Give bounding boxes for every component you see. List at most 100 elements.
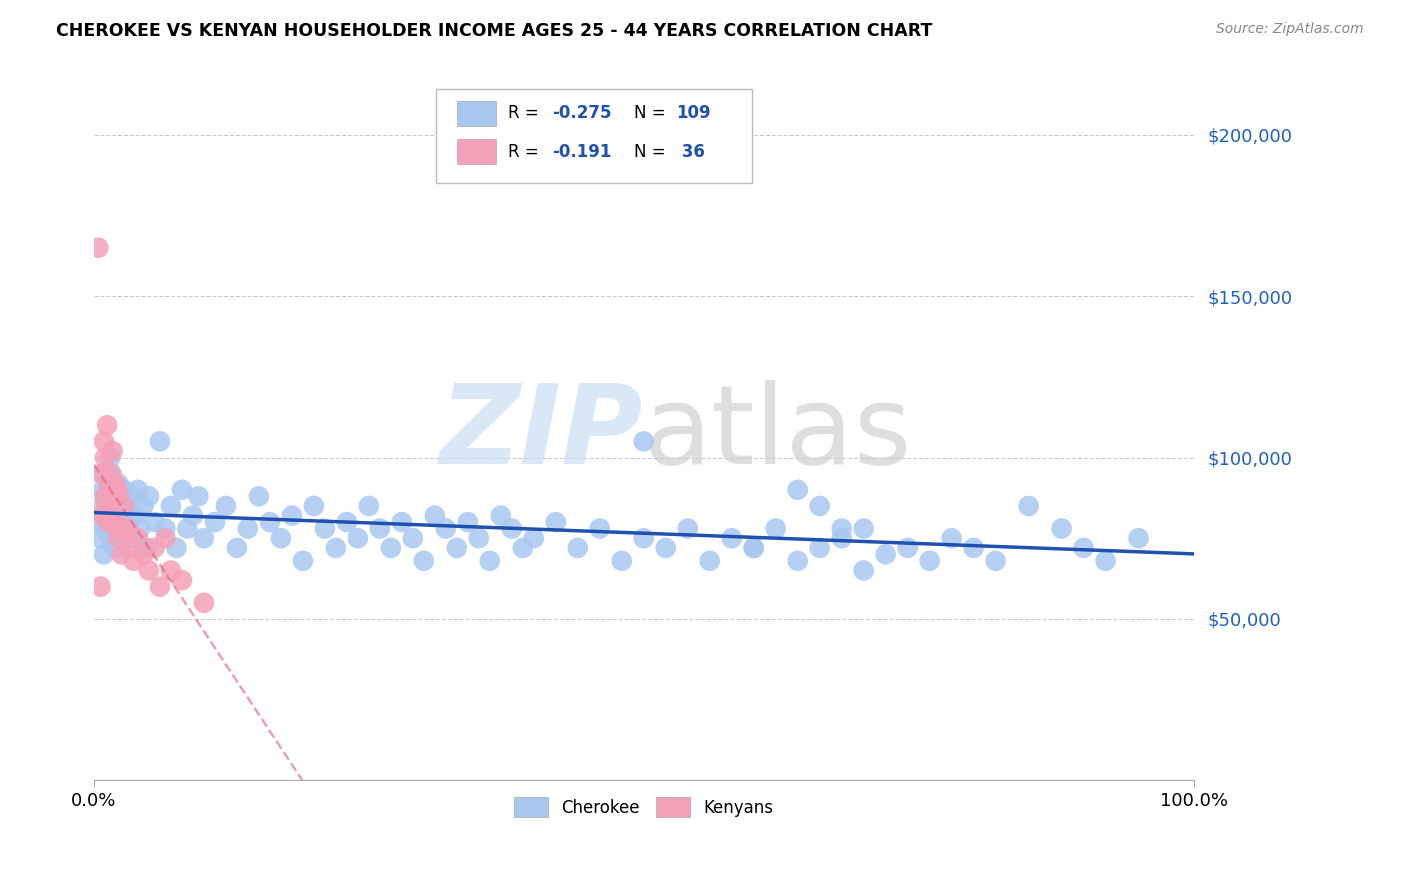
Point: [1050, 522, 1073, 536]
Point: [100, 515, 122, 529]
Point: [155, 522, 177, 536]
Point: [103, 489, 125, 503]
Point: [610, 554, 633, 568]
Point: [104, 515, 127, 529]
Text: R =: R =: [508, 143, 548, 161]
Point: [391, 515, 413, 529]
Point: [336, 515, 359, 529]
Point: [103, 489, 125, 503]
Point: [127, 483, 149, 497]
Text: ZIP: ZIP: [440, 380, 644, 487]
Point: [149, 434, 172, 449]
Point: [808, 499, 831, 513]
Point: [129, 522, 152, 536]
Point: [567, 541, 589, 555]
Point: [94, 450, 117, 465]
Point: [897, 541, 920, 555]
Point: [96, 418, 118, 433]
Point: [187, 489, 209, 503]
Point: [101, 444, 124, 458]
Point: [90, 467, 112, 481]
Point: [786, 554, 808, 568]
Point: [676, 522, 699, 536]
Point: [94, 499, 117, 513]
Point: [98, 528, 121, 542]
Point: [380, 541, 402, 555]
Point: [181, 508, 204, 523]
Point: [314, 522, 336, 536]
Point: [302, 499, 325, 513]
Point: [105, 483, 128, 497]
Point: [831, 531, 853, 545]
Point: [489, 508, 512, 523]
Point: [633, 434, 655, 449]
Point: [90, 499, 112, 513]
Point: [101, 515, 124, 529]
Point: [132, 499, 155, 513]
Point: [108, 489, 131, 503]
Point: [100, 467, 122, 481]
Point: [120, 541, 142, 555]
Point: [120, 489, 142, 503]
Point: [94, 467, 117, 481]
Point: [259, 515, 281, 529]
Point: [111, 508, 134, 523]
Point: [110, 522, 132, 536]
Point: [110, 547, 132, 561]
Point: [170, 483, 193, 497]
Point: [122, 531, 145, 545]
Text: -0.275: -0.275: [553, 104, 612, 122]
Point: [852, 564, 875, 578]
Point: [107, 531, 129, 545]
Point: [402, 531, 425, 545]
Text: CHEROKEE VS KENYAN HOUSEHOLDER INCOME AGES 25 - 44 YEARS CORRELATION CHART: CHEROKEE VS KENYAN HOUSEHOLDER INCOME AG…: [56, 22, 932, 40]
Text: 36: 36: [676, 143, 706, 161]
Point: [104, 483, 127, 497]
Point: [143, 515, 166, 529]
Point: [138, 489, 160, 503]
Point: [98, 476, 121, 491]
Point: [523, 531, 546, 545]
Point: [786, 483, 808, 497]
Point: [138, 564, 160, 578]
Point: [720, 531, 742, 545]
Point: [165, 541, 187, 555]
Point: [204, 515, 226, 529]
Text: 109: 109: [676, 104, 711, 122]
Point: [100, 499, 122, 513]
Point: [918, 554, 941, 568]
Text: N =: N =: [634, 143, 671, 161]
Text: -0.191: -0.191: [553, 143, 612, 161]
Point: [89, 580, 111, 594]
Point: [125, 508, 148, 523]
Point: [434, 522, 457, 536]
Point: [468, 531, 491, 545]
Point: [160, 499, 183, 513]
Point: [1073, 541, 1095, 555]
Point: [699, 554, 721, 568]
Point: [115, 522, 138, 536]
Point: [170, 573, 193, 587]
Point: [87, 241, 110, 255]
Point: [118, 515, 141, 529]
Point: [108, 515, 131, 529]
Text: N =: N =: [634, 104, 671, 122]
Point: [91, 483, 114, 497]
Point: [107, 476, 129, 491]
Point: [97, 476, 120, 491]
Point: [155, 531, 177, 545]
Point: [368, 522, 391, 536]
Point: [412, 554, 434, 568]
Point: [742, 541, 765, 555]
Point: [270, 531, 292, 545]
Point: [122, 554, 145, 568]
Point: [94, 522, 117, 536]
Point: [1128, 531, 1150, 545]
Point: [89, 531, 111, 545]
Point: [93, 434, 115, 449]
Point: [104, 522, 127, 536]
Point: [984, 554, 1007, 568]
Point: [875, 547, 897, 561]
Point: [589, 522, 612, 536]
Point: [808, 541, 831, 555]
